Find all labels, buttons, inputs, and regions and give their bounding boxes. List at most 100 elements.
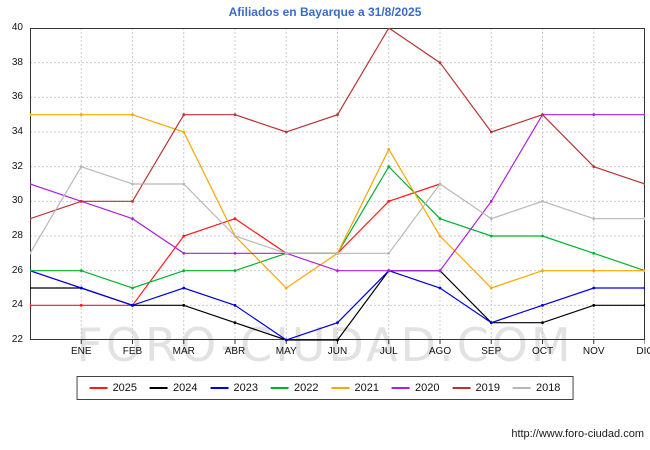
x-tick-label-jun: JUN <box>327 346 348 357</box>
legend-item-2019: 2019 <box>452 382 500 394</box>
series-point-2020 <box>387 269 391 273</box>
series-point-2018 <box>438 182 442 186</box>
series-point-2020 <box>30 182 32 186</box>
legend-label-2019: 2019 <box>475 382 500 394</box>
series-point-2019 <box>438 61 442 65</box>
legend-swatch-2018 <box>512 387 531 389</box>
x-tick-label-oct: OCT <box>531 346 554 357</box>
series-point-2020 <box>438 269 442 273</box>
series-point-2021 <box>387 147 391 151</box>
series-point-2022 <box>387 165 391 169</box>
series-point-2023 <box>233 303 237 307</box>
series-point-2021 <box>79 113 83 117</box>
y-axis-labels: 22 24 26 28 30 32 34 36 38 40 <box>0 22 26 345</box>
x-tick-label-abr: ABR <box>224 346 246 357</box>
x-tick-label-ene: ENE <box>70 346 92 357</box>
legend-swatch-2021 <box>331 387 350 389</box>
series-point-2024 <box>336 338 339 342</box>
legend-item-2024: 2024 <box>150 382 198 394</box>
series-point-2021 <box>489 286 493 290</box>
series-point-2021 <box>438 234 442 238</box>
series-point-2023 <box>438 286 442 290</box>
series-point-2023 <box>79 286 83 290</box>
series-point-2018 <box>284 251 288 255</box>
series-point-2019 <box>182 113 186 117</box>
series-point-2025 <box>79 303 83 307</box>
series-point-2021 <box>541 269 544 273</box>
series-point-2024 <box>541 321 544 325</box>
series-point-2019 <box>131 199 134 203</box>
series-point-2019 <box>489 130 493 134</box>
series-point-2022 <box>30 269 32 273</box>
series-point-2019 <box>336 113 339 117</box>
series-point-2018 <box>387 251 391 255</box>
legend-label-2018: 2018 <box>535 382 561 394</box>
series-point-2024 <box>592 303 596 307</box>
series-point-2025 <box>182 234 186 238</box>
series-point-2022 <box>592 251 596 255</box>
legend-label-2020: 2020 <box>414 382 440 394</box>
series-point-2021 <box>592 269 596 273</box>
series-point-2020 <box>592 113 596 117</box>
y-tick-label: 28 <box>11 230 23 241</box>
x-tick-label-sep: SEP <box>481 346 502 357</box>
series-point-2022 <box>438 217 442 221</box>
legend-item-2018: 2018 <box>512 382 561 394</box>
series-point-2024 <box>643 303 645 307</box>
legend-label-2024: 2024 <box>173 382 198 394</box>
series-point-2019 <box>284 130 288 134</box>
y-tick-label: 40 <box>11 22 23 33</box>
y-tick-label: 38 <box>11 56 23 68</box>
y-tick-label: 32 <box>11 160 23 172</box>
series-point-2019 <box>643 182 645 186</box>
series-point-2021 <box>131 113 134 117</box>
series-point-2022 <box>541 234 544 238</box>
y-tick-label: 30 <box>11 195 23 207</box>
legend-swatch-2022 <box>271 387 290 389</box>
y-tick-label: 24 <box>11 299 23 311</box>
series-point-2021 <box>643 269 645 273</box>
legend-item-2021: 2021 <box>331 382 379 394</box>
series-point-2019 <box>387 28 391 30</box>
footer-url-link[interactable]: http://www.foro-ciudad.com <box>511 428 644 440</box>
series-point-2018 <box>79 165 83 169</box>
x-tick-label-mar: MAR <box>172 346 195 357</box>
y-tick-label: 22 <box>11 334 23 345</box>
series-point-2024 <box>182 303 186 307</box>
series-point-2019 <box>541 113 544 117</box>
x-tick-label-jul: JUL <box>379 346 398 357</box>
series-point-2022 <box>233 269 237 273</box>
series-point-2025 <box>30 303 32 307</box>
series-point-2024 <box>30 286 32 290</box>
series-point-2023 <box>541 303 544 307</box>
series-point-2018 <box>643 217 645 221</box>
legend-swatch-2024 <box>150 387 169 389</box>
legend-swatch-2020 <box>391 387 410 389</box>
legend-label-2022: 2022 <box>294 382 319 394</box>
legend-label-2025: 2025 <box>112 382 138 394</box>
series-point-2018 <box>592 217 596 221</box>
series-point-2020 <box>336 269 339 273</box>
series-point-2018 <box>131 182 134 186</box>
chart-plot-svg <box>30 28 645 344</box>
y-tick-label: 36 <box>11 91 23 103</box>
series-point-2023 <box>643 286 645 290</box>
series-point-2023 <box>182 286 186 290</box>
y-tick-label: 26 <box>11 264 23 276</box>
series-point-2018 <box>182 182 186 186</box>
legend-swatch-2019 <box>452 387 471 389</box>
legend-label-2023: 2023 <box>233 382 259 394</box>
series-point-2023 <box>592 286 596 290</box>
legend-swatch-2023 <box>210 387 229 389</box>
series-point-2019 <box>592 165 596 169</box>
series-point-2023 <box>489 321 493 325</box>
x-tick-label-nov: NOV <box>582 346 605 357</box>
x-tick-label-feb: FEB <box>122 346 143 357</box>
legend-item-2022: 2022 <box>271 382 319 394</box>
chart-title: Afiliados en Bayarque a 31/8/2025 <box>228 5 422 19</box>
series-point-2019 <box>30 217 32 221</box>
x-tick-label-ago: AGO <box>428 346 452 357</box>
legend-item-2023: 2023 <box>210 382 259 394</box>
series-point-2022 <box>182 269 186 273</box>
